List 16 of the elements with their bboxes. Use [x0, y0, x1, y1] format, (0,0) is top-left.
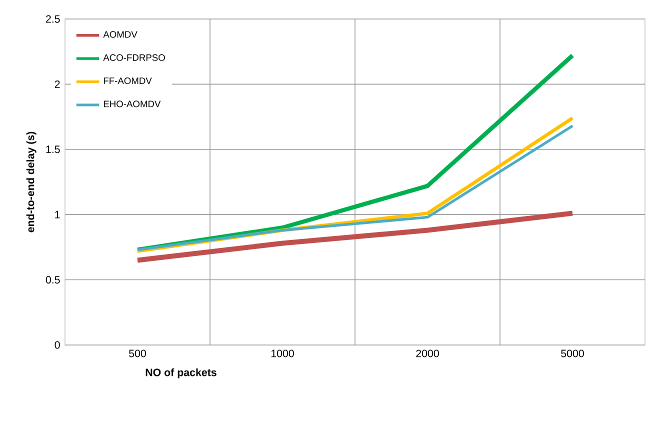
x-tick-label: 500: [129, 350, 146, 358]
legend-label: EHO-AOMDV: [104, 100, 161, 108]
y-tick-label: 1.5: [46, 146, 60, 154]
x-tick-label: 1000: [271, 350, 294, 358]
legend-label: ACO-FDRPSO: [103, 54, 165, 61]
y-tick-label: 2.5: [46, 15, 60, 23]
x-tick-label: 2000: [416, 350, 439, 358]
y-tick-label: 0.5: [46, 276, 60, 284]
legend-label: AOMDV: [103, 31, 138, 38]
y-tick-label: 2: [54, 80, 60, 88]
y-axis-title: end-to-end delay (s): [26, 132, 36, 232]
x-axis-title: NO of packets: [146, 368, 216, 378]
legend-label: FF-AOMDV: [104, 77, 152, 84]
x-tick-label: 5000: [561, 350, 584, 358]
y-tick-label: 0: [54, 341, 60, 349]
y-tick-label: 1: [55, 210, 60, 218]
